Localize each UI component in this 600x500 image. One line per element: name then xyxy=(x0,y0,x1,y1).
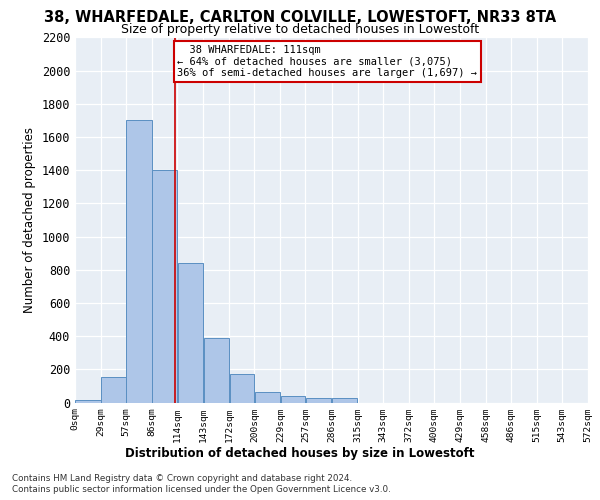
Bar xyxy=(281,396,305,402)
Bar xyxy=(75,400,101,402)
Bar xyxy=(332,398,357,402)
Bar xyxy=(127,120,152,402)
Bar xyxy=(203,338,229,402)
Text: Contains public sector information licensed under the Open Government Licence v3: Contains public sector information licen… xyxy=(12,485,391,494)
Bar xyxy=(101,377,126,402)
Bar xyxy=(254,392,280,402)
Text: Distribution of detached houses by size in Lowestoft: Distribution of detached houses by size … xyxy=(125,448,475,460)
Text: Contains HM Land Registry data © Crown copyright and database right 2024.: Contains HM Land Registry data © Crown c… xyxy=(12,474,352,483)
Bar xyxy=(230,374,254,402)
Text: 38 WHARFEDALE: 111sqm
← 64% of detached houses are smaller (3,075)
36% of semi-d: 38 WHARFEDALE: 111sqm ← 64% of detached … xyxy=(177,45,477,78)
Y-axis label: Number of detached properties: Number of detached properties xyxy=(23,127,36,313)
Text: Size of property relative to detached houses in Lowestoft: Size of property relative to detached ho… xyxy=(121,22,479,36)
Bar xyxy=(152,170,177,402)
Bar xyxy=(306,398,331,402)
Text: 38, WHARFEDALE, CARLTON COLVILLE, LOWESTOFT, NR33 8TA: 38, WHARFEDALE, CARLTON COLVILLE, LOWEST… xyxy=(44,10,556,25)
Bar xyxy=(178,263,203,402)
